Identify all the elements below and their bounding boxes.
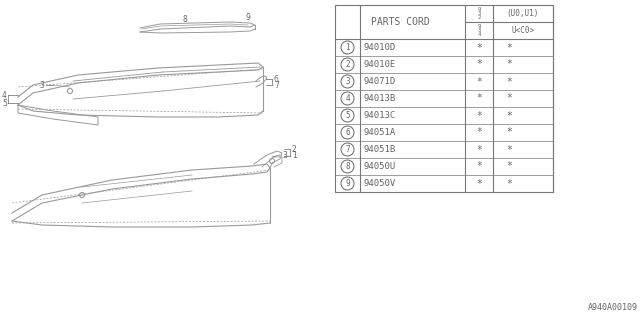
Text: PARTS CORD: PARTS CORD [371, 17, 429, 27]
Text: 4: 4 [2, 91, 7, 100]
Text: *: * [506, 110, 512, 121]
Text: *: * [476, 93, 482, 103]
Text: 8: 8 [345, 162, 350, 171]
Text: 4: 4 [345, 94, 350, 103]
Text: *: * [476, 43, 482, 52]
Bar [335, 5, 553, 192]
Text: 9: 9 [246, 13, 250, 22]
Text: 6: 6 [345, 128, 350, 137]
Text: 7: 7 [274, 81, 279, 90]
Text: 2: 2 [292, 145, 297, 154]
Text: *: * [506, 76, 512, 86]
Text: 94010D: 94010D [363, 43, 396, 52]
Text: 94013B: 94013B [363, 94, 396, 103]
Text: *: * [476, 127, 482, 138]
Text: 94010E: 94010E [363, 60, 396, 69]
Text: 3: 3 [39, 81, 44, 90]
Text: 94071D: 94071D [363, 77, 396, 86]
Text: *: * [476, 60, 482, 69]
Text: 8: 8 [182, 15, 188, 25]
Text: 2: 2 [345, 60, 350, 69]
Text: *: * [476, 162, 482, 172]
Text: 7: 7 [345, 145, 350, 154]
Text: *: * [506, 162, 512, 172]
Text: 94013C: 94013C [363, 111, 396, 120]
Text: *: * [506, 93, 512, 103]
Text: 1: 1 [292, 151, 297, 161]
Text: 9
3
4: 9 3 4 [477, 24, 481, 37]
Text: 3: 3 [345, 77, 350, 86]
Text: 6: 6 [274, 75, 279, 84]
Text: 94051B: 94051B [363, 145, 396, 154]
Text: 9: 9 [345, 179, 350, 188]
Text: *: * [476, 179, 482, 188]
Text: *: * [476, 110, 482, 121]
Text: *: * [506, 145, 512, 155]
Text: *: * [506, 43, 512, 52]
Text: *: * [506, 179, 512, 188]
Text: (U0,U1): (U0,U1) [507, 9, 539, 18]
Text: 94050V: 94050V [363, 179, 396, 188]
Text: 5: 5 [2, 99, 7, 108]
Text: 1: 1 [345, 43, 350, 52]
Text: 5: 5 [345, 111, 350, 120]
Text: *: * [506, 60, 512, 69]
Text: 3: 3 [282, 150, 287, 159]
Text: *: * [476, 76, 482, 86]
Text: 9
3
2: 9 3 2 [477, 7, 481, 20]
Text: *: * [506, 127, 512, 138]
Text: *: * [476, 145, 482, 155]
Text: U<C0>: U<C0> [511, 26, 534, 35]
Text: 94051A: 94051A [363, 128, 396, 137]
Text: A940A00109: A940A00109 [588, 303, 638, 312]
Text: 94050U: 94050U [363, 162, 396, 171]
